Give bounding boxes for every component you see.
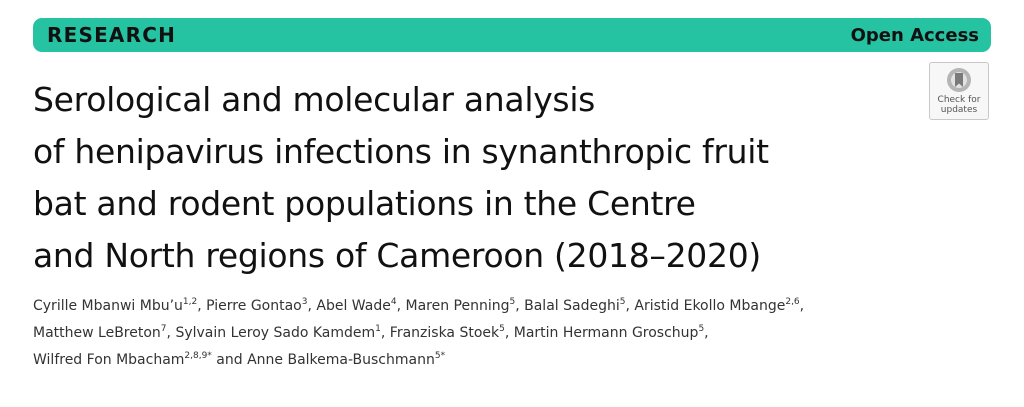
- title-line-4: and North regions of Cameroon (2018–2020…: [33, 236, 761, 275]
- author[interactable]: Maren Penning5: [405, 297, 516, 315]
- author-separator: ,: [515, 298, 525, 314]
- article-type-banner: RESEARCH Open Access: [33, 18, 991, 52]
- author[interactable]: Balal Sadeghi5: [524, 297, 626, 315]
- title-line-2: of henipavirus infections in synanthropi…: [33, 132, 769, 171]
- author[interactable]: Abel Wade4: [316, 297, 397, 315]
- author-line: Wilfred Fon Mbacham2,8,9* and Anne Balke…: [33, 347, 991, 374]
- author[interactable]: Aristid Ekollo Mbange2,6: [634, 297, 800, 315]
- bookmark-check-icon: [947, 68, 971, 92]
- author-affiliation[interactable]: 1: [375, 324, 381, 334]
- author-line: Matthew LeBreton7, Sylvain Leroy Sado Ka…: [33, 320, 991, 347]
- author-affiliation[interactable]: 2,8,9*: [184, 351, 212, 361]
- author-separator: ,: [504, 325, 514, 341]
- author-separator: and: [211, 352, 248, 368]
- check-for-updates-label: Check for updates: [938, 95, 981, 115]
- author-affiliation[interactable]: 5*: [434, 351, 446, 361]
- author-separator: ,: [307, 298, 317, 314]
- author-name: Balal Sadeghi: [524, 298, 620, 314]
- author-affiliation[interactable]: 5: [509, 297, 516, 307]
- author-list: Cyrille Mbanwi Mbu’u1,2, Pierre Gontao3,…: [33, 293, 991, 374]
- title-line-1: Serological and molecular analysis: [33, 80, 596, 119]
- author-separator: ,: [380, 325, 390, 341]
- author[interactable]: Wilfred Fon Mbacham2,8,9*: [33, 351, 212, 369]
- open-access-label[interactable]: Open Access: [850, 24, 979, 46]
- author-name: Cyrille Mbanwi Mbu’u: [33, 298, 183, 314]
- author-affiliation[interactable]: 4: [390, 297, 397, 307]
- author-affiliation[interactable]: 1,2: [182, 297, 198, 307]
- title-line-3: bat and rodent populations in the Centre: [33, 184, 696, 223]
- check-for-updates-line1: Check for: [937, 95, 981, 105]
- author-separator: ,: [197, 298, 207, 314]
- author-separator: ,: [704, 325, 709, 341]
- author-name: Abel Wade: [316, 298, 391, 314]
- author-separator: ,: [799, 298, 805, 314]
- author[interactable]: Cyrille Mbanwi Mbu’u1,2: [33, 297, 198, 315]
- author-affiliation[interactable]: 2,6: [785, 297, 800, 307]
- author-name: Matthew LeBreton: [33, 325, 161, 341]
- author[interactable]: Martin Hermann Groschup5: [513, 324, 705, 342]
- author-separator: ,: [396, 298, 406, 314]
- author-name: Martin Hermann Groschup: [513, 325, 699, 341]
- author-line: Cyrille Mbanwi Mbu’u1,2, Pierre Gontao3,…: [33, 293, 991, 320]
- author-affiliation[interactable]: 7: [160, 324, 167, 334]
- author-affiliation[interactable]: 5: [619, 297, 626, 307]
- author[interactable]: Sylvain Leroy Sado Kamdem1: [175, 324, 381, 342]
- check-for-updates-line2: updates: [940, 105, 978, 115]
- author-name: Maren Penning: [405, 298, 510, 314]
- author-name: Pierre Gontao: [206, 298, 302, 314]
- author[interactable]: Franziska Stoek5: [389, 324, 505, 342]
- author-affiliation[interactable]: 5: [698, 324, 705, 334]
- author-affiliation[interactable]: 5: [499, 324, 505, 334]
- author-name: Sylvain Leroy Sado Kamdem: [175, 325, 376, 341]
- author-name: Franziska Stoek: [389, 325, 500, 341]
- author-separator: ,: [166, 325, 176, 341]
- article-section-label: RESEARCH: [47, 23, 177, 47]
- author-separator: ,: [625, 298, 635, 314]
- author[interactable]: Anne Balkema-Buschmann5*: [247, 351, 446, 369]
- author[interactable]: Pierre Gontao3: [206, 297, 308, 315]
- author-name: Wilfred Fon Mbacham: [33, 352, 185, 368]
- check-for-updates-button[interactable]: Check for updates: [929, 62, 989, 120]
- author[interactable]: Matthew LeBreton7: [33, 324, 167, 342]
- author-name: Anne Balkema-Buschmann: [247, 352, 435, 368]
- author-affiliation[interactable]: 3: [301, 297, 308, 307]
- article-title: Serological and molecular analysis of he…: [33, 74, 923, 282]
- author-name: Aristid Ekollo Mbange: [634, 298, 786, 314]
